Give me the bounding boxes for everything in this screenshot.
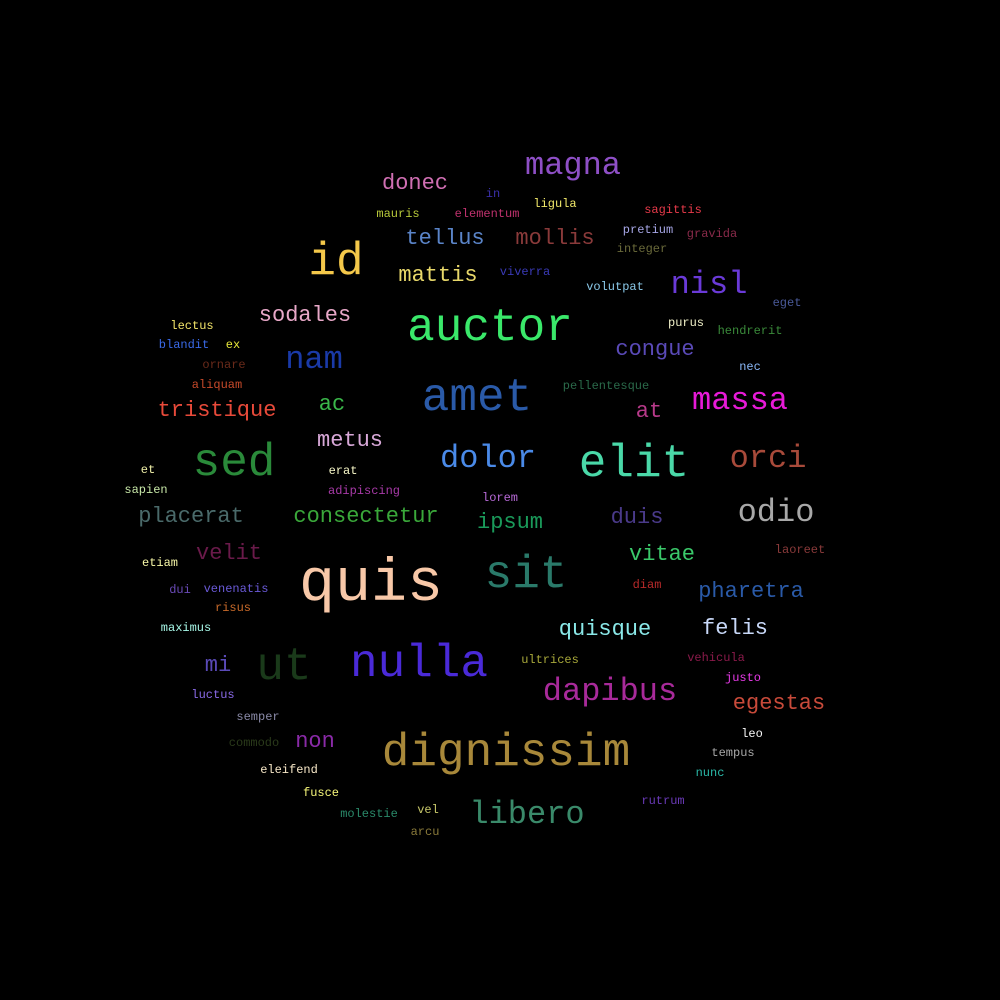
cloud-word-metus: metus xyxy=(316,428,384,453)
cloud-word-rutrum: rutrum xyxy=(641,794,685,808)
cloud-word-etiam: etiam xyxy=(141,556,179,570)
cloud-word-diam: diam xyxy=(632,578,662,592)
cloud-word-justo: justo xyxy=(724,671,762,685)
cloud-word-luctus: luctus xyxy=(191,688,235,702)
cloud-word-magna: magna xyxy=(524,147,622,184)
cloud-word-commodo: commodo xyxy=(228,736,280,750)
cloud-word-elit: elit xyxy=(578,438,690,490)
cloud-word-vehicula: vehicula xyxy=(687,651,745,665)
cloud-word-dapibus: dapibus xyxy=(542,673,678,710)
cloud-word-egestas: egestas xyxy=(732,691,826,716)
cloud-word-dignissim: dignissim xyxy=(381,727,631,779)
cloud-word-amet: amet xyxy=(421,372,533,424)
cloud-word-risus: risus xyxy=(214,601,252,615)
cloud-word-odio: odio xyxy=(737,494,815,531)
cloud-word-dolor: dolor xyxy=(439,440,537,477)
cloud-word-ligula: ligula xyxy=(533,197,577,211)
cloud-word-in: in xyxy=(485,187,501,201)
cloud-word-tristique: tristique xyxy=(157,398,277,423)
cloud-word-pretium: pretium xyxy=(622,223,674,237)
cloud-word-laoreet: laoreet xyxy=(774,543,826,557)
cloud-word-placerat: placerat xyxy=(138,504,244,529)
cloud-word-tellus: tellus xyxy=(405,226,485,251)
cloud-word-nunc: nunc xyxy=(695,766,725,780)
cloud-word-auctor: auctor xyxy=(407,302,573,354)
cloud-word-integer: integer xyxy=(616,242,668,256)
cloud-word-ut: ut xyxy=(256,641,312,693)
cloud-word-nisl: nisl xyxy=(670,266,748,303)
cloud-word-mauris: mauris xyxy=(376,207,420,221)
cloud-word-sapien: sapien xyxy=(124,483,168,497)
cloud-word-ex: ex xyxy=(225,338,241,352)
cloud-word-nulla: nulla xyxy=(349,638,489,690)
cloud-word-ipsum: ipsum xyxy=(476,510,544,535)
cloud-word-ac: ac xyxy=(318,392,346,417)
cloud-word-eleifend: eleifend xyxy=(260,763,318,777)
cloud-word-tempus: tempus xyxy=(711,746,755,760)
cloud-word-sit: sit xyxy=(484,549,568,601)
cloud-word-volutpat: volutpat xyxy=(586,280,644,294)
cloud-word-non: non xyxy=(295,729,335,754)
cloud-word-aliquam: aliquam xyxy=(191,378,243,392)
cloud-word-sodales: sodales xyxy=(258,303,352,328)
cloud-word-orci: orci xyxy=(729,440,807,477)
cloud-word-leo: leo xyxy=(741,727,763,741)
cloud-word-elementum: elementum xyxy=(454,207,520,221)
cloud-word-massa: massa xyxy=(691,382,789,419)
cloud-word-et: et xyxy=(140,463,156,477)
cloud-word-ornare: ornare xyxy=(202,358,246,372)
cloud-word-venenatis: venenatis xyxy=(203,582,269,596)
cloud-word-gravida: gravida xyxy=(686,227,738,241)
cloud-word-at: at xyxy=(635,399,663,424)
cloud-word-nam: nam xyxy=(285,341,343,378)
cloud-word-fusce: fusce xyxy=(302,786,340,800)
cloud-word-semper: semper xyxy=(236,710,280,724)
cloud-word-quisque: quisque xyxy=(558,617,652,642)
cloud-word-congue: congue xyxy=(615,337,695,362)
cloud-word-libero: libero xyxy=(469,796,585,833)
cloud-word-sagittis: sagittis xyxy=(644,203,702,217)
cloud-word-sed: sed xyxy=(192,437,276,489)
cloud-word-arcu: arcu xyxy=(410,825,440,839)
cloud-word-quis: quis xyxy=(298,551,444,619)
cloud-word-lectus: lectus xyxy=(170,319,214,333)
cloud-word-lorem: lorem xyxy=(481,491,519,505)
cloud-word-eget: eget xyxy=(772,296,802,310)
cloud-word-viverra: viverra xyxy=(499,265,551,279)
cloud-word-felis: felis xyxy=(701,616,769,641)
cloud-word-ultrices: ultrices xyxy=(521,653,579,667)
cloud-word-consectetur: consectetur xyxy=(293,504,439,529)
cloud-word-velit: velit xyxy=(195,541,263,566)
cloud-word-purus: purus xyxy=(667,316,705,330)
cloud-word-vitae: vitae xyxy=(628,542,696,567)
cloud-word-erat: erat xyxy=(328,464,358,478)
cloud-word-pellentesque: pellentesque xyxy=(562,379,650,393)
cloud-word-molestie: molestie xyxy=(340,807,398,821)
cloud-word-blandit: blandit xyxy=(158,338,210,352)
cloud-word-dui: dui xyxy=(169,583,191,597)
cloud-word-hendrerit: hendrerit xyxy=(717,324,783,338)
cloud-word-pharetra: pharetra xyxy=(698,579,804,604)
cloud-word-id: id xyxy=(308,236,364,288)
cloud-word-adipiscing: adipiscing xyxy=(327,484,401,498)
cloud-word-donec: donec xyxy=(381,171,449,196)
cloud-word-mattis: mattis xyxy=(398,263,478,288)
cloud-word-duis: duis xyxy=(610,505,664,530)
cloud-word-mollis: mollis xyxy=(515,226,595,251)
cloud-word-vel: vel xyxy=(417,803,439,817)
cloud-word-mi: mi xyxy=(204,653,232,678)
cloud-word-nec: nec xyxy=(739,360,761,374)
cloud-word-maximus: maximus xyxy=(160,621,212,635)
